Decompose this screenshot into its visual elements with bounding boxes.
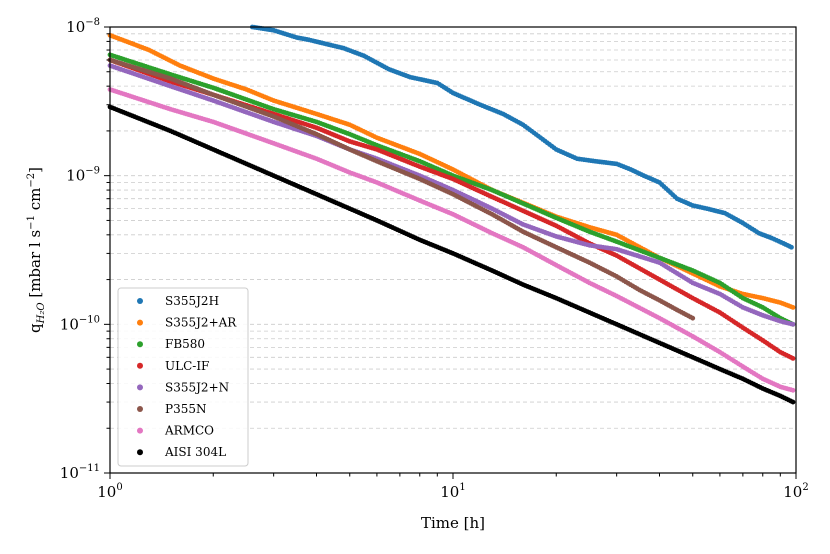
axis-ticks: 100 101 102 10−11 10−10 10−9 10−8 <box>60 17 809 501</box>
x-tick-label: 102 <box>783 482 808 501</box>
legend-label: AISI 304L <box>164 445 226 459</box>
series-p355n <box>107 57 696 321</box>
legend-marker <box>137 341 143 348</box>
y-axis-label: qH₂O [mbar l s−1 cm−2] <box>26 167 47 333</box>
series-armco <box>107 87 796 393</box>
series-s355j2h <box>249 24 794 250</box>
legend-marker <box>137 362 143 369</box>
data-point <box>690 315 696 321</box>
legend: S355J2H S355J2+AR FB580 ULC-IF S355J2+N P355N… <box>117 287 249 467</box>
legend-marker <box>137 298 143 304</box>
y-tick-label: 10−8 <box>66 17 100 36</box>
x-tick-label: 100 <box>97 482 122 501</box>
legend-marker <box>137 384 143 391</box>
legend-label: P355N <box>165 402 206 416</box>
legend-entry: AISI 304L <box>137 445 226 459</box>
legend-marker <box>137 427 143 434</box>
legend-label: ARMCO <box>164 424 214 438</box>
y-tick-label: 10−9 <box>66 166 100 185</box>
y-tick-label: 10−10 <box>60 314 100 333</box>
legend-entry: S355J2+N <box>137 380 229 394</box>
legend-marker <box>137 449 143 456</box>
data-point <box>790 304 796 310</box>
data-point <box>790 321 796 327</box>
legend-box <box>117 287 249 467</box>
data-series <box>107 24 796 405</box>
legend-label: S355J2+N <box>165 380 229 394</box>
legend-entry: ULC-IF <box>137 359 209 373</box>
data-point <box>790 399 796 405</box>
legend-marker <box>137 319 143 326</box>
legend-label: FB580 <box>165 337 205 351</box>
series-aisi-304l <box>107 104 796 405</box>
data-point <box>789 244 794 250</box>
legend-entry: S355J2H <box>137 294 219 308</box>
legend-entry: S355J2+AR <box>137 316 237 330</box>
x-axis-label: Time [h] <box>421 514 485 532</box>
legend-entry: FB580 <box>137 337 205 351</box>
y-tick-label: 10−11 <box>60 463 100 482</box>
series-fb580 <box>107 52 796 327</box>
legend-marker <box>137 406 143 412</box>
legend-entry: ARMCO <box>137 424 214 438</box>
legend-label: ULC-IF <box>165 359 209 373</box>
data-point <box>790 387 796 393</box>
legend-entry: P355N <box>137 402 206 416</box>
x-tick-label: 101 <box>440 482 465 501</box>
legend-label: S355J2H <box>165 294 219 308</box>
legend-label: S355J2+AR <box>165 316 237 330</box>
data-point <box>790 356 796 361</box>
